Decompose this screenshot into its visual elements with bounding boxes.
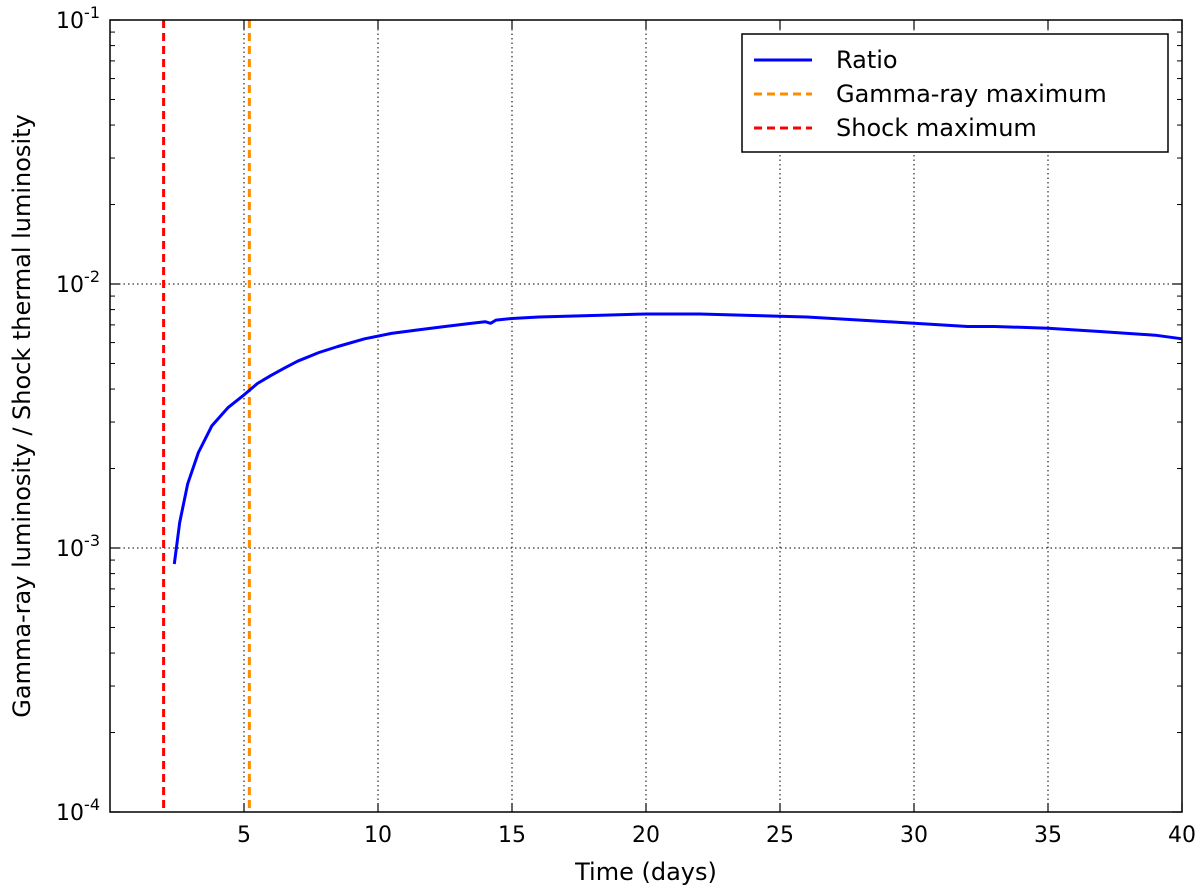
x-axis-label: Time (days) — [574, 858, 717, 886]
x-tick-label: 40 — [1168, 823, 1196, 848]
legend-label: Ratio — [836, 46, 898, 74]
data-series — [172, 312, 1183, 565]
x-tick-label: 10 — [364, 823, 392, 848]
x-tick-label: 20 — [632, 823, 660, 848]
x-tick-label: 5 — [237, 823, 251, 848]
legend-label: Shock maximum — [836, 114, 1037, 142]
y-tick-label: 10-4 — [56, 795, 100, 826]
vertical-marker-lines — [162, 20, 251, 812]
legend: Ratio Gamma-ray maximum Shock maximum — [741, 33, 1169, 153]
ratio-line — [172, 312, 1183, 565]
x-tick-label: 25 — [766, 823, 794, 848]
legend-label: Gamma-ray maximum — [836, 80, 1107, 108]
x-tick-label: 35 — [1034, 823, 1062, 848]
x-tick-label: 15 — [498, 823, 526, 848]
x-tick-label: 30 — [900, 823, 928, 848]
y-tick-label: 10-1 — [56, 3, 100, 34]
y-tick-label: 10-2 — [56, 267, 100, 298]
y-axis-label: Gamma-ray luminosity / Shock thermal lum… — [8, 114, 36, 717]
axis-ticks: 5 10 15 20 25 30 35 40 10-4 10-3 10-2 10-1 — [56, 3, 1196, 848]
legend-box — [741, 33, 1169, 153]
y-tick-label: 10-3 — [56, 531, 100, 562]
